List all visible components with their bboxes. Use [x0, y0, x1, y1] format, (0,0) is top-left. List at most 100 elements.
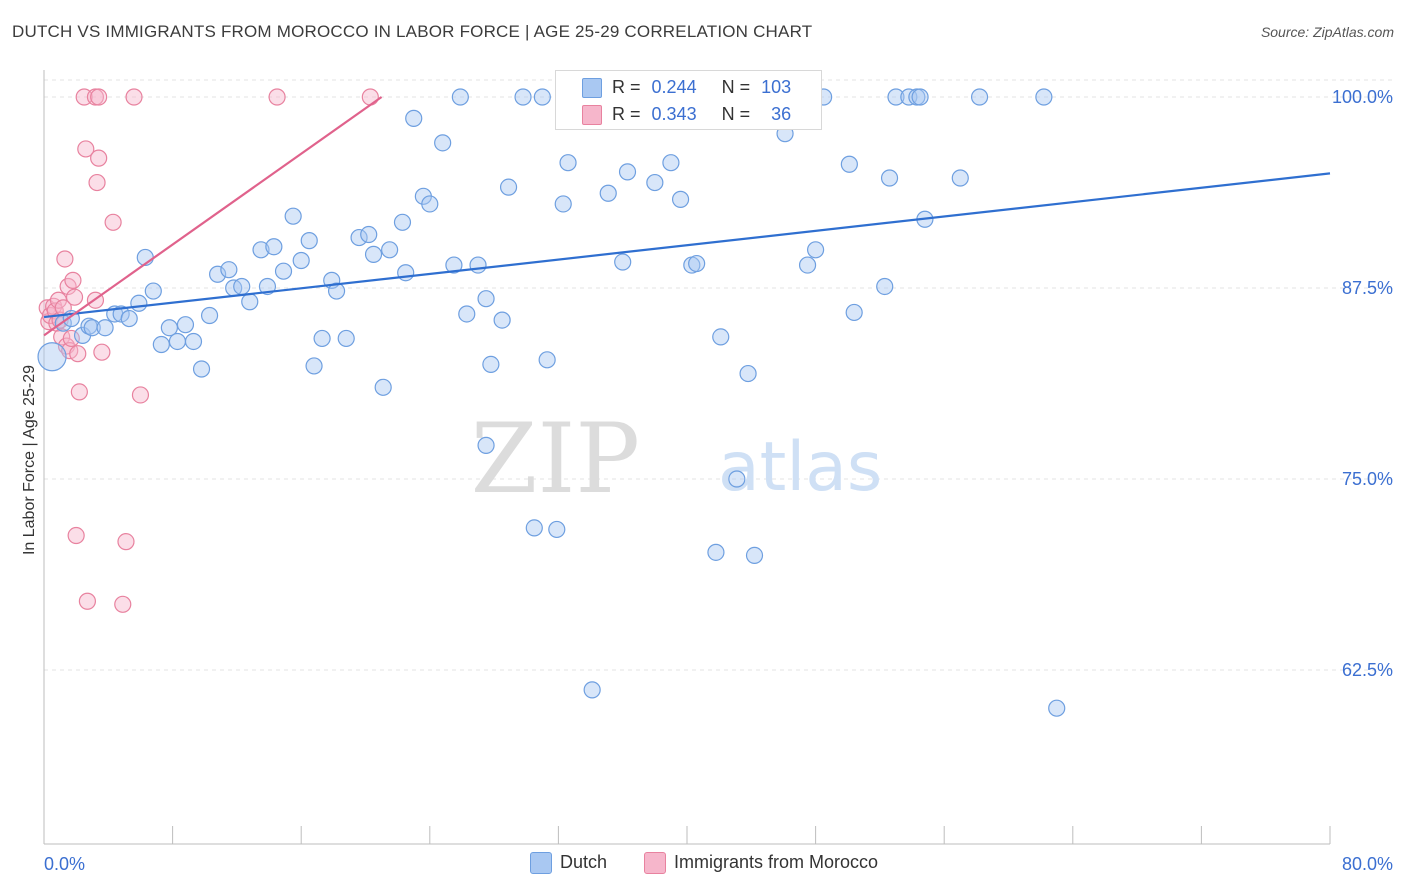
dutch-point-93: [951, 169, 969, 187]
dutch-point-8: [112, 305, 130, 323]
dutch-point-86: [876, 277, 894, 296]
dutch-point-47: [434, 134, 452, 152]
dutch-point-85: [845, 303, 863, 322]
morocco-point-25: [88, 173, 106, 192]
dutch-point-44: [405, 109, 423, 127]
legend-r-value: 0.343: [651, 104, 697, 124]
dutch-point-46: [421, 195, 439, 213]
watermark: ZIP atlas: [471, 403, 883, 515]
legend-n-label: N =: [721, 104, 751, 124]
dutch-point-78: [739, 364, 757, 383]
dutch-point-15: [168, 332, 187, 351]
dutch-point-16: [176, 316, 195, 334]
dutch-point-95: [1035, 88, 1053, 106]
morocco-point-29: [104, 213, 122, 231]
dutch-legend-swatch: [530, 852, 552, 875]
morocco-point-32: [125, 88, 143, 106]
dutch-point-71: [662, 154, 680, 172]
dutch-point-62: [554, 195, 572, 213]
dutch-point-30: [292, 251, 310, 270]
legend-row-morocco: R = 0.343 N = 36: [612, 104, 791, 125]
dutch-point-35: [327, 282, 346, 300]
dutch-points: [37, 88, 1066, 717]
dutch-point-84: [840, 155, 858, 173]
morocco-point-35: [361, 88, 379, 106]
morocco-point-15: [64, 271, 82, 289]
dutch-point-67: [614, 253, 632, 271]
legend-r-label: R =: [612, 77, 641, 97]
dutch-point-0: [37, 342, 67, 372]
morocco-point-27: [90, 88, 108, 106]
dutch-point-68: [618, 163, 637, 181]
x-tick-label-1: 80.0%: [1342, 854, 1393, 874]
dutch-point-49: [451, 88, 469, 106]
dutch-point-19: [200, 306, 219, 325]
dutch-point-27: [265, 238, 283, 256]
dutch-point-31: [300, 232, 318, 250]
dutch-point-66: [599, 184, 617, 202]
dutch-point-74: [688, 254, 706, 273]
morocco-legend-label: Immigrants from Morocco: [674, 852, 879, 872]
dutch-point-59: [533, 88, 551, 106]
dutch-point-96: [1048, 699, 1066, 717]
dutch-point-24: [241, 293, 259, 311]
trend-lines: [43, 96, 1331, 337]
dutch-point-5: [83, 319, 101, 337]
dutch-point-76: [712, 328, 730, 346]
dutch-point-54: [482, 355, 500, 373]
chart-title: DUTCH VS IMMIGRANTS FROM MOROCCO IN LABO…: [12, 22, 813, 41]
dutch-point-61: [548, 520, 566, 539]
dutch-point-32: [305, 357, 323, 375]
dutch-point-33: [313, 329, 331, 348]
morocco-point-18: [69, 345, 87, 363]
morocco-trend-line: [43, 96, 383, 337]
dutch-trend-line: [43, 172, 1331, 319]
morocco-point-34: [268, 88, 286, 106]
dutch-point-88: [887, 88, 905, 106]
legend-n-label: N =: [721, 77, 751, 97]
morocco-point-21: [77, 140, 95, 158]
dutch-point-56: [499, 178, 518, 196]
dutch-point-28: [274, 262, 293, 280]
morocco-point-16: [65, 288, 84, 306]
dutch-point-51: [469, 256, 487, 274]
dutch-point-17: [184, 332, 203, 351]
dutch-point-53: [477, 436, 495, 454]
dutch-point-6: [96, 319, 114, 337]
dutch-point-58: [525, 519, 543, 537]
watermark-zip: ZIP: [471, 403, 640, 515]
dutch-point-60: [538, 351, 556, 369]
dutch-point-82: [806, 241, 825, 259]
dutch-point-69: [646, 173, 664, 192]
morocco-point-26: [90, 149, 108, 167]
dutch-point-29: [284, 207, 302, 225]
dutch-point-72: [671, 190, 690, 208]
dutch-point-42: [393, 213, 412, 231]
x-tick-label-0: 0.0%: [44, 854, 85, 874]
morocco-legend-swatch: [644, 852, 666, 875]
morocco-point-28: [93, 343, 111, 361]
axes: [43, 70, 1331, 845]
dutch-point-38: [360, 225, 378, 244]
gridlines: [44, 79, 1392, 671]
dutch-point-52: [477, 290, 495, 308]
y-tick-label-2: 87.5%: [1342, 278, 1393, 298]
dutch-point-37: [350, 228, 368, 247]
dutch-point-57: [514, 88, 532, 106]
morocco-swatch: [582, 105, 602, 125]
dutch-point-41: [381, 241, 399, 259]
morocco-point-19: [70, 383, 88, 401]
dutch-point-13: [152, 335, 170, 354]
dutch-point-94: [970, 88, 989, 106]
dutch-point-12: [144, 282, 162, 300]
dutch-point-23: [233, 277, 251, 296]
y-tick-label-1: 75.0%: [1342, 469, 1393, 489]
dutch-point-36: [337, 329, 355, 348]
dutch-point-77: [728, 470, 746, 488]
dutch-point-63: [559, 154, 577, 172]
y-tick-label-3: 100.0%: [1332, 87, 1393, 107]
tick-labels: 62.5% 75.0% 87.5% 100.0% 0.0% 80.0%: [44, 87, 1393, 874]
dutch-point-50: [458, 305, 476, 323]
dutch-point-40: [374, 378, 392, 396]
